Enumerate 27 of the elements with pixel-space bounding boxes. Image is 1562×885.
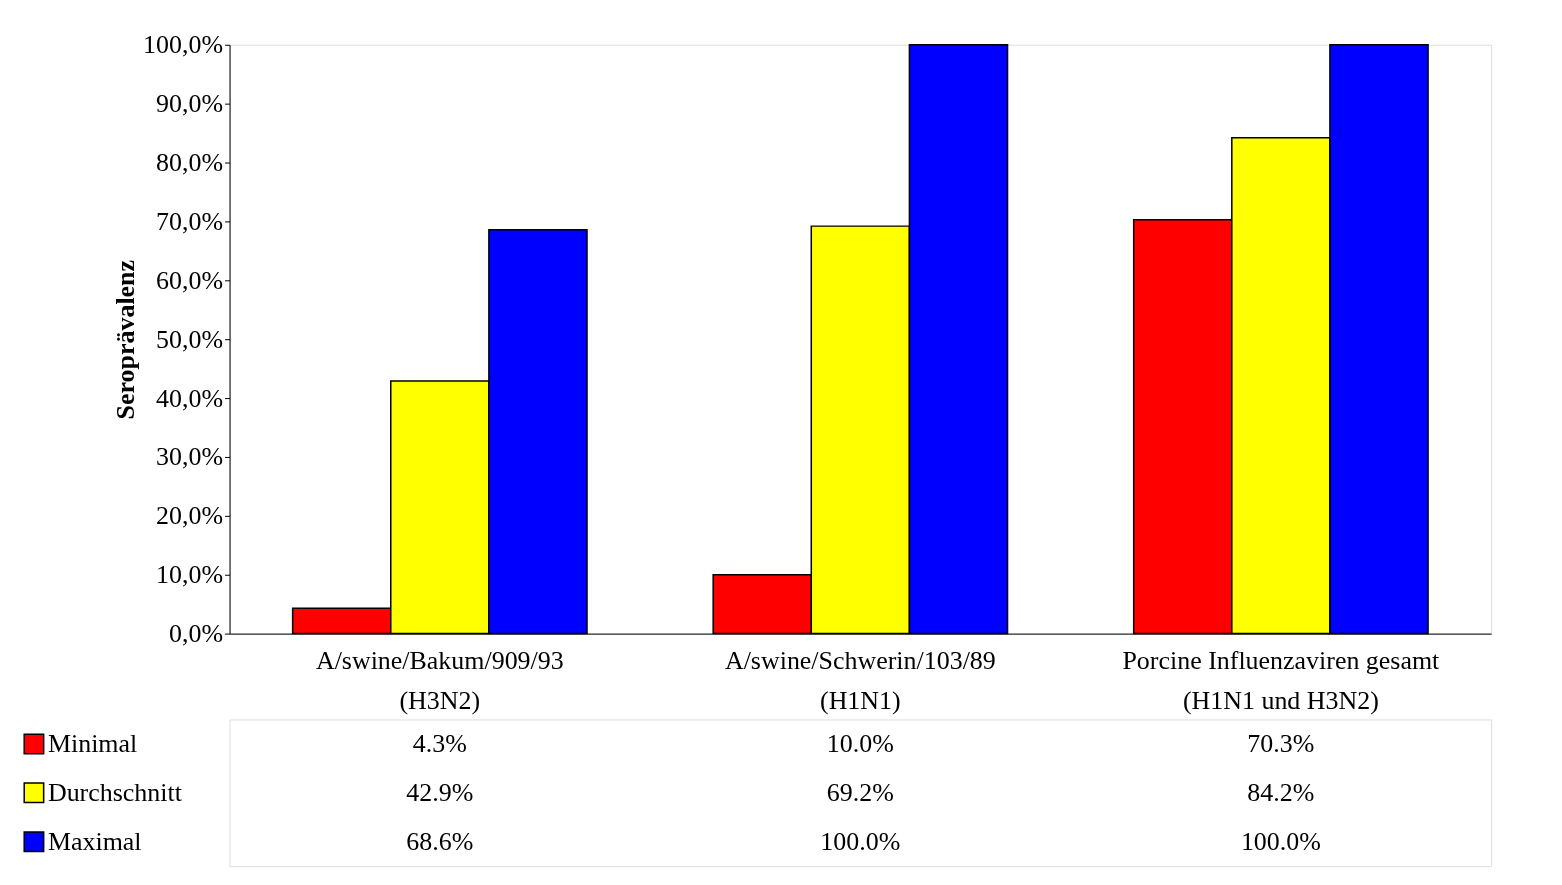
data-label: 42.9% [406,777,474,807]
y-axis-title: Seroprävalenz [111,259,141,420]
data-label: 100.0% [1240,826,1321,856]
x-tick-label: A/swine/Schwerin/103/89 (H1N1) [724,646,996,715]
y-tick-label: 0,0% [169,619,224,649]
y-tick-label: 20,0% [156,501,224,531]
y-tick-label: 30,0% [156,442,224,472]
y-tick-label: 80,0% [156,148,224,178]
data-label: 84.2% [1247,777,1315,807]
data-label: 69.2% [826,777,894,807]
y-tick-label: 60,0% [156,265,224,295]
y-tick-label: 70,0% [156,206,224,236]
y-tick-label: 10,0% [156,560,224,590]
y-tick-label: 40,0% [156,383,224,413]
legend-label: Durchschnitt [47,777,183,807]
data-label: 68.6% [406,826,474,856]
data-label: 100.0% [820,826,901,856]
x-tick-label: A/swine/Bakum/909/93 (H3N2) [315,646,564,715]
x-tick-label: Porcine Influenzaviren gesamt (H1N1 und H3N2) [1122,646,1441,715]
y-tick-label: 100,0% [143,30,224,60]
data-label: 70.3% [1247,728,1315,758]
y-tick-label: 90,0% [156,89,224,119]
data-label: 10.0% [826,728,894,758]
data-label: 4.3% [412,728,467,758]
y-tick-label: 50,0% [156,324,224,354]
legend-label: Minimal [47,728,138,758]
legend-label: Maximal [47,826,142,856]
